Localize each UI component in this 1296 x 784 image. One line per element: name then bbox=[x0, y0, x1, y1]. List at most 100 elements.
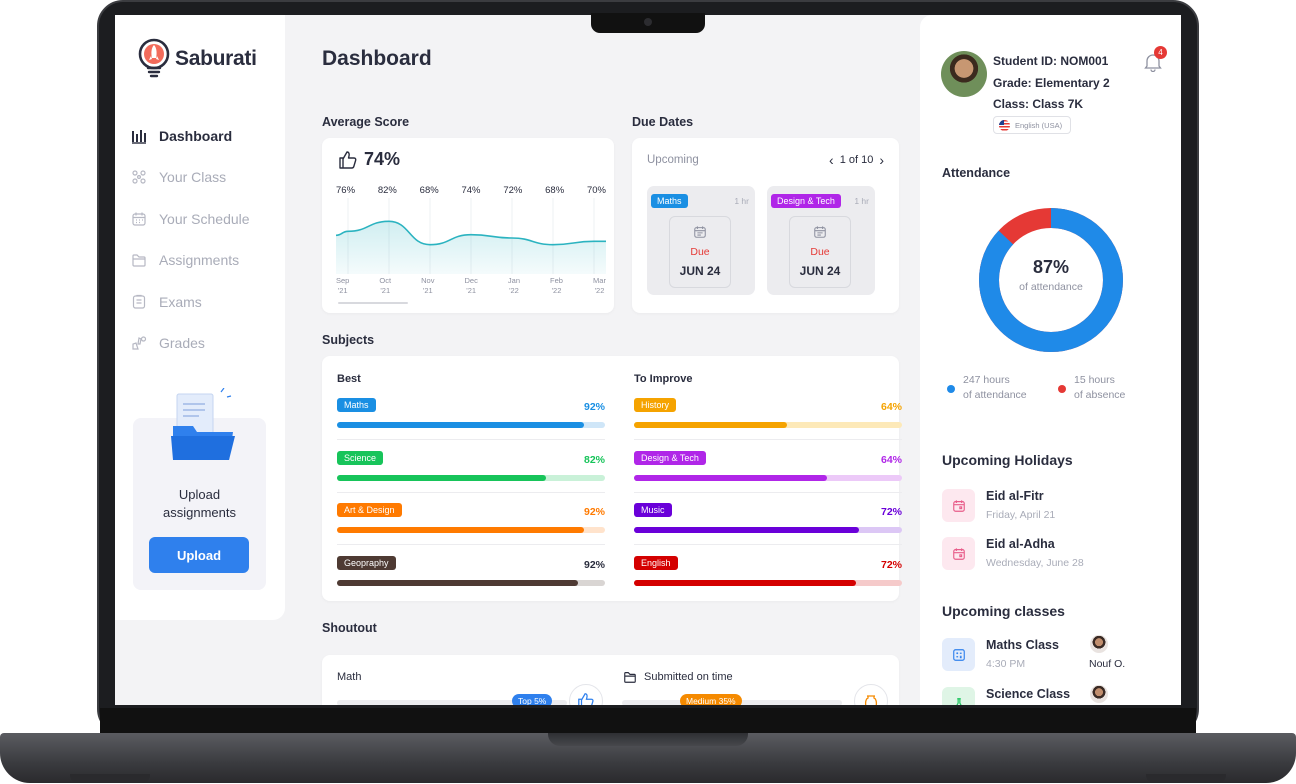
page-title: Dashboard bbox=[322, 47, 432, 70]
month-year: '22 bbox=[594, 286, 605, 295]
camera-notch bbox=[591, 13, 705, 33]
sidebar-item-assignments[interactable]: Assignments bbox=[129, 240, 279, 282]
language-selector[interactable]: English (USA) bbox=[993, 116, 1072, 134]
row-divider bbox=[634, 439, 902, 440]
subject-row[interactable]: Geopraphy 92% bbox=[337, 555, 605, 609]
score-value-label: 76% bbox=[336, 185, 356, 196]
subject-progress-fill bbox=[337, 579, 579, 586]
subject-tag: Geopraphy bbox=[337, 555, 396, 570]
app-name: Saburati bbox=[175, 47, 257, 70]
present-arc[interactable] bbox=[979, 208, 1123, 352]
bar-chart-icon bbox=[132, 129, 146, 144]
calendar-icon bbox=[694, 226, 706, 238]
month-year: '21 bbox=[466, 286, 477, 295]
month-year: '21 bbox=[422, 286, 433, 295]
month-name: Mar bbox=[593, 276, 606, 285]
subject-row[interactable]: History 64% bbox=[634, 398, 902, 451]
row-divider bbox=[337, 544, 605, 545]
holidays-title: Upcoming Holidays bbox=[942, 452, 1073, 468]
subject-progress-fill bbox=[634, 422, 787, 428]
due-filter[interactable]: Upcoming bbox=[647, 154, 699, 166]
subject-row[interactable]: Design & Tech 64% bbox=[634, 450, 902, 504]
subject-row[interactable]: Music 72% bbox=[634, 503, 902, 556]
attendance-donut[interactable] bbox=[976, 205, 1126, 355]
class-time: 4:30 PM bbox=[986, 658, 1026, 670]
subject-row[interactable]: Science 82% bbox=[337, 450, 605, 504]
chart-scrollbar[interactable] bbox=[338, 302, 408, 304]
attendance-legend-absent: 15 hours of absence bbox=[1058, 373, 1125, 403]
sidebar-nav: Dashboard Your Class Your Schedule Assig… bbox=[129, 115, 279, 364]
subject-row[interactable]: Maths 92% bbox=[337, 398, 605, 451]
sidebar-item-exams[interactable]: Exams bbox=[129, 281, 279, 323]
exam-icon bbox=[132, 294, 146, 309]
month-name: Nov bbox=[421, 276, 435, 285]
calculator-icon bbox=[942, 638, 975, 671]
student-avatar[interactable] bbox=[941, 51, 987, 97]
score-month-label: Nov '21 bbox=[421, 276, 434, 296]
shoutout-title: Shoutout bbox=[322, 621, 377, 635]
screen-bezel bbox=[100, 708, 1196, 734]
subject-progress-track bbox=[337, 527, 605, 533]
row-divider bbox=[337, 491, 605, 493]
score-value-label: 74% bbox=[461, 185, 481, 196]
student-panel: Student ID: NOM001 Grade: Elementary 2 C… bbox=[920, 15, 1181, 705]
sidebar-item-label: Your Class bbox=[159, 169, 227, 186]
month-name: Sep bbox=[336, 276, 350, 285]
notification-badge: 4 bbox=[1154, 46, 1167, 59]
subject-progress-track bbox=[337, 422, 605, 428]
shoutout-math-bar bbox=[337, 700, 567, 705]
us-flag-icon bbox=[999, 119, 1010, 131]
due-dates-card: Upcoming ‹ 1 of 10 › Maths 1 hr Due JUN … bbox=[632, 138, 899, 313]
due-item[interactable]: Design & Tech 1 hr Due JUN 24 bbox=[767, 186, 875, 295]
upload-button[interactable]: Upload bbox=[149, 537, 249, 573]
holiday-date: Wednesday, June 28 bbox=[986, 557, 1084, 569]
upload-prompt-line: Upload bbox=[178, 487, 221, 502]
language-label: English (USA) bbox=[1015, 120, 1063, 130]
score-area bbox=[336, 221, 606, 274]
subjects-card: Best To Improve Maths 92% Science 82% Art & … bbox=[322, 356, 902, 601]
holiday-item[interactable]: Eid al-Adha Wednesday, June 28 bbox=[942, 537, 1142, 573]
folder-icon bbox=[624, 672, 636, 683]
row-divider bbox=[634, 491, 902, 493]
month-name: Dec bbox=[464, 276, 478, 285]
laptop-hinge-notch bbox=[548, 733, 748, 746]
laptop-foot bbox=[1146, 774, 1226, 783]
app-logo[interactable]: Saburati bbox=[137, 37, 257, 81]
average-score-chart[interactable] bbox=[336, 198, 606, 274]
thumbs-up-icon bbox=[339, 150, 357, 169]
month-year: '22 bbox=[509, 286, 519, 295]
due-item[interactable]: Maths 1 hr Due JUN 24 bbox=[647, 186, 755, 295]
chevron-right-icon[interactable]: › bbox=[879, 152, 884, 168]
grades-icon bbox=[132, 336, 147, 350]
jar-icon bbox=[864, 695, 878, 705]
classes-title: Upcoming classes bbox=[942, 603, 1065, 619]
calendar-icon bbox=[814, 226, 826, 238]
holiday-item[interactable]: Eid al-Fitr Friday, April 21 bbox=[942, 489, 1142, 525]
row-divider bbox=[337, 439, 605, 440]
due-status: Due bbox=[810, 246, 830, 258]
row-divider bbox=[634, 544, 902, 545]
class-item[interactable]: Science Class bbox=[942, 685, 1142, 705]
shoutout-card: Math Top 5% Submitted on time Medium 35% bbox=[322, 655, 899, 705]
month-year: '21 bbox=[380, 286, 391, 295]
attendance-center: 87% of attendance bbox=[976, 257, 1126, 293]
subject-tag: Music bbox=[634, 503, 672, 517]
group-icon bbox=[132, 170, 146, 184]
month-year: '22 bbox=[551, 286, 562, 295]
due-pager: ‹ 1 of 10 › bbox=[829, 152, 884, 168]
sidebar-item-grades[interactable]: Grades bbox=[129, 323, 279, 365]
due-subject-tag: Design & Tech bbox=[771, 194, 841, 208]
sidebar-item-label: Your Schedule bbox=[159, 210, 250, 227]
subject-progress-fill bbox=[634, 579, 857, 586]
class-item[interactable]: Maths Class 4:30 PM Nouf O. bbox=[942, 635, 1142, 674]
subject-row[interactable]: Art & Design 92% bbox=[337, 503, 605, 556]
chevron-left-icon[interactable]: ‹ bbox=[829, 152, 834, 168]
sidebar-item-your-schedule[interactable]: Your Schedule bbox=[129, 198, 279, 240]
subject-score: 92% bbox=[583, 558, 605, 571]
score-line bbox=[336, 220, 606, 246]
sidebar-item-dashboard[interactable]: Dashboard bbox=[129, 115, 279, 157]
month-name: Feb bbox=[550, 276, 563, 285]
sidebar-item-your-class[interactable]: Your Class bbox=[129, 157, 279, 199]
subject-row[interactable]: English 72% bbox=[634, 555, 902, 609]
due-date-box: Due JUN 24 bbox=[789, 216, 851, 288]
